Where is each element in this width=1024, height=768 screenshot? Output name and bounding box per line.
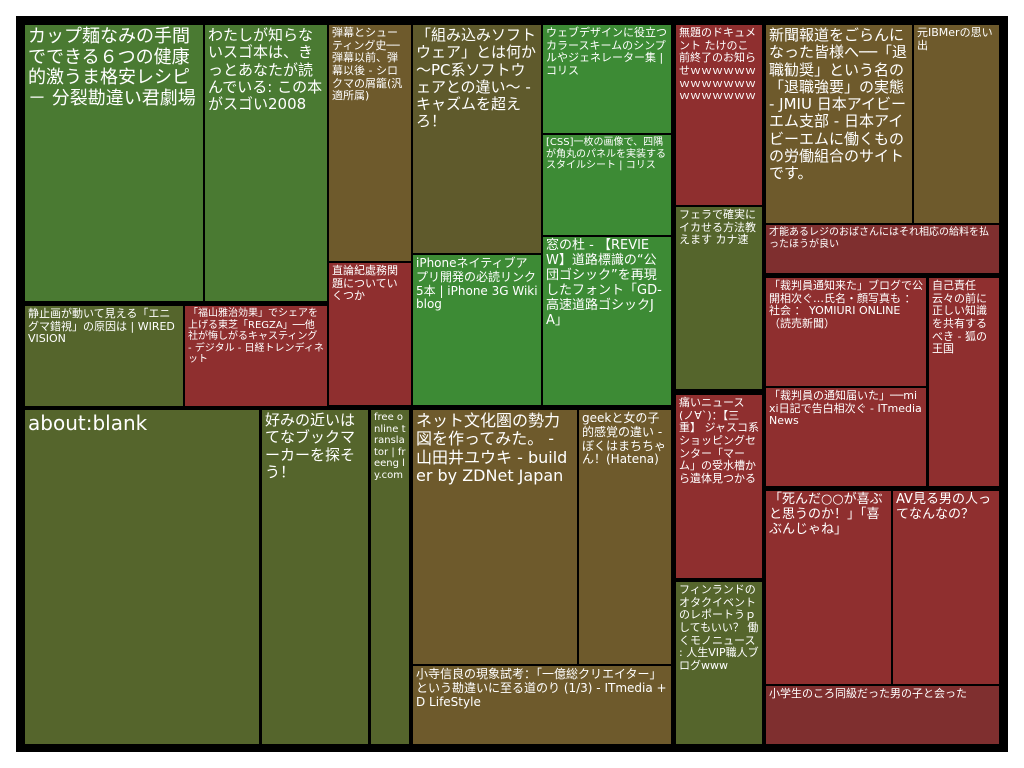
tile-netbunka[interactable]: ネット文化圏の勢力図を作ってみた。 - 山田井ユウキ - builder by …: [413, 410, 577, 664]
tile-geek[interactable]: geekと女の子的感覚の違い - ぼくはまちちゃん！(Hatena): [579, 410, 671, 664]
tile-shinbun[interactable]: 新聞報道をごらんになった皆様へ──「退職勧奨」という名の「退職強要」の実態 - …: [766, 25, 912, 223]
tile-shinda[interactable]: 「死んだ○○が喜ぶと思うのか！」「喜ぶんじゃね」: [766, 491, 891, 684]
tile-reji[interactable]: 才能あるレジのおばさんにはそれ相応の給料を払ったほうが良い: [766, 225, 999, 273]
tile-kumikomi[interactable]: 「組み込みソフトウェア」とは何か ～PC系ソフトウェアとの違い～ - キャズムを…: [413, 25, 541, 253]
tile-moto-ibm[interactable]: 元IBMerの思い出: [914, 25, 999, 223]
tile-saibanin[interactable]: 「裁判員通知来た」ブログで公開相次ぐ…氏名・顔写真も ： 社会 ： YOMIUR…: [766, 278, 926, 386]
tile-kodera[interactable]: 小寺信良の現象試考：「一億総クリエイター」という勘違いに至る道のり (1/3) …: [413, 666, 671, 744]
tile-css-kado[interactable]: [CSS]一枚の画像で、四隅が角丸のパネルを実装するスタイルシート | コリス: [543, 135, 671, 235]
tile-firefox[interactable]: フェラで確実にイカせる方法教えます カナ速: [676, 207, 762, 389]
tile-saibanin2[interactable]: 「裁判員の通知届いた」──mixi日記で告白相次ぐ - ITmedia News: [766, 388, 926, 486]
tile-sugoi-hon[interactable]: わたしが知らないスゴ本は、きっとあなたが読んでいる: この本がスゴい2008: [205, 25, 327, 301]
tile-danmaku[interactable]: 弾幕とシューティング史──弾幕以前、弾幕以後 - シロクマの屑籠(汎適所属): [329, 25, 411, 261]
tile-chokuron[interactable]: 直論紀處務関題についていくつか: [329, 263, 411, 405]
tile-seishi[interactable]: 静止画が動いて見える「エニグマ錯視」の原因は | WIRED VISION: [25, 306, 183, 406]
tile-madonomori[interactable]: 窓の杜 - 【REVIEW】道路標識の“公団ゴシック”を再現したフォント「GD-…: [543, 237, 671, 405]
tile-aboutblank[interactable]: about:blank: [25, 410, 259, 744]
tile-av[interactable]: AV見る男の人ってなんなの？: [893, 491, 999, 684]
tile-mudai[interactable]: 無題のドキュメント たけのこ前終了のお知らせｗｗｗｗｗｗｗｗｗｗｗｗｗｗｗｗｗｗ…: [676, 25, 762, 205]
tile-shougakusei[interactable]: 小学生のころ同級だった男の子と会った: [766, 686, 999, 744]
tile-finland[interactable]: フィンランドのオタクイベントのレポートうｐしてもいい？ 働くモノニュース : 人…: [676, 582, 762, 744]
tile-hatena-bm[interactable]: 好みの近いはてなブックマーカーを探そう！: [262, 410, 368, 744]
tile-translator[interactable]: free online translator | freeng ly.com: [371, 410, 409, 744]
tile-iphone[interactable]: iPhoneネイティブアプリ開発の必読リンク5本 | iPhone 3G Wik…: [413, 255, 541, 405]
tile-webdesign[interactable]: ウェブデザインに役立つカラースキームのシンプルやジェネレーター集 | コリス: [543, 25, 671, 133]
tile-itai-news[interactable]: 痛いニュース(ノ∀`)：【三重】 ジャスコ系ショッピングセンター「マーム」の受水…: [676, 395, 762, 578]
tile-cupmen[interactable]: カップ麺なみの手間でできる６つの健康的激うま格安レシピ － 分裂勘違い君劇場: [25, 25, 203, 301]
hatena-treemap: カップ麺なみの手間でできる６つの健康的激うま格安レシピ － 分裂勘違い君劇場 わ…: [16, 16, 1008, 752]
tile-fukuyama[interactable]: 「福山雅治効果」でシェアを上げる東芝「REGZA」──他社が悔しがるキャスティン…: [185, 306, 327, 406]
tile-jiko[interactable]: 自己責任云々の前に正しい知識を共有するべき - 狐の王国: [929, 278, 999, 486]
